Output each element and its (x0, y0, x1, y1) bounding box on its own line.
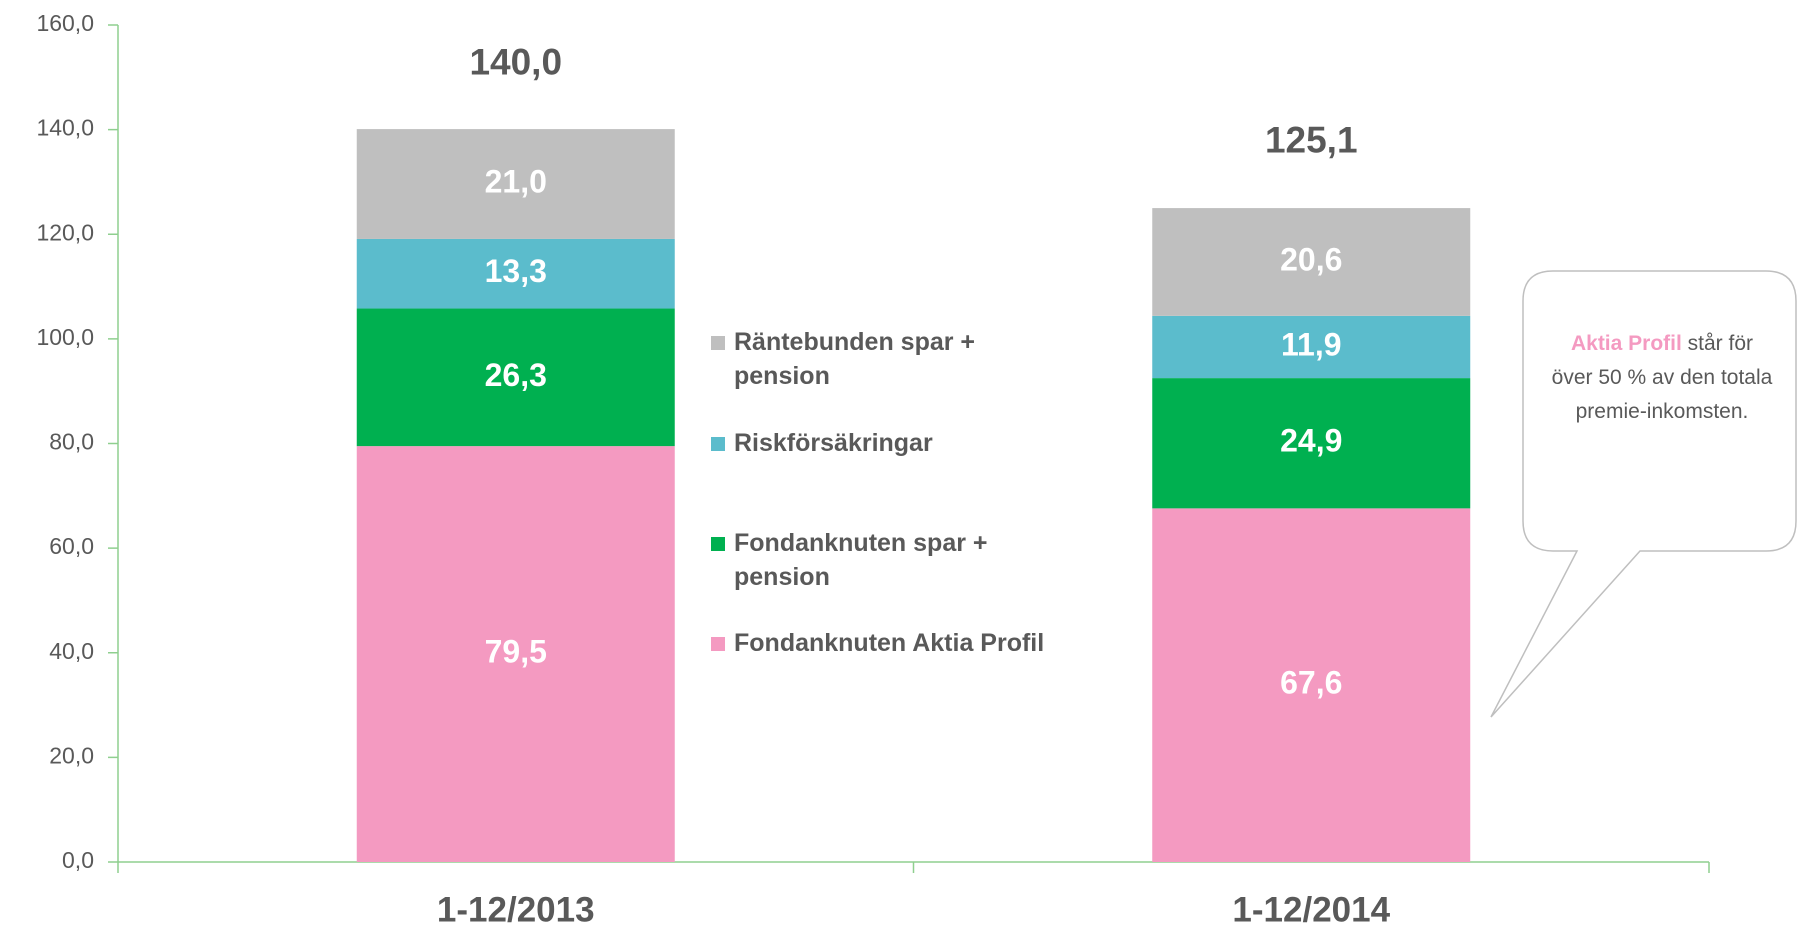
y-tick-label: 140,0 (36, 115, 94, 141)
y-tick-label: 0,0 (62, 847, 94, 873)
total-label: 140,0 (469, 41, 562, 82)
bar-segment (356, 129, 675, 239)
value-label: 11,9 (1281, 326, 1342, 362)
value-label: 79,5 (485, 634, 547, 670)
bar-segment (1152, 378, 1471, 509)
callout-bubble (1490, 270, 1797, 718)
legend-label: Riskförsäkringar (734, 429, 933, 457)
legend-swatch (711, 336, 725, 350)
legend-item: Räntebunden spar + pension (711, 325, 1074, 393)
legend-label: Räntebunden spar + pension (734, 328, 976, 390)
callout-text: Aktia Profil står för över 50 % av den t… (1548, 327, 1776, 429)
bar-segment (1152, 315, 1471, 379)
legend-swatch (711, 637, 725, 651)
value-label: 67,6 (1280, 665, 1342, 701)
bar-segment (1152, 208, 1471, 316)
legend-swatch (711, 537, 725, 551)
x-tick-label: 1-12/2014 (1232, 890, 1390, 929)
legend-label: Fondanknuten Aktia Profil (734, 629, 1045, 657)
bar-segment (356, 308, 675, 447)
y-tick-label: 160,0 (36, 10, 94, 36)
y-tick-label: 20,0 (49, 742, 94, 768)
value-label: 13,3 (485, 253, 547, 289)
total-label: 125,1 (1265, 119, 1358, 160)
legend-label: Fondanknuten spar + pension (734, 529, 988, 591)
legend-item: Fondanknuten spar + pension (711, 526, 1074, 594)
legend-item: Fondanknuten Aktia Profil (711, 626, 1154, 660)
bar-segment (356, 446, 675, 862)
callout-highlight: Aktia Profil (1570, 332, 1682, 355)
y-tick-label: 120,0 (36, 219, 94, 245)
bar-segment (356, 238, 675, 309)
bar-segment (1152, 508, 1471, 862)
y-tick-label: 40,0 (49, 638, 94, 664)
y-tick-label: 80,0 (49, 429, 94, 455)
value-label: 26,3 (485, 357, 547, 393)
y-tick-label: 60,0 (49, 533, 94, 559)
value-label: 21,0 (485, 163, 547, 199)
callout-body: står för över 50 % av den totala premie-… (1551, 332, 1773, 423)
x-tick-label: 1-12/2013 (437, 890, 595, 929)
legend-item: Riskförsäkringar (711, 426, 1134, 460)
value-label: 24,9 (1280, 423, 1342, 459)
y-tick-label: 100,0 (36, 324, 94, 350)
value-label: 20,6 (1280, 241, 1342, 277)
legend-swatch (711, 437, 725, 451)
